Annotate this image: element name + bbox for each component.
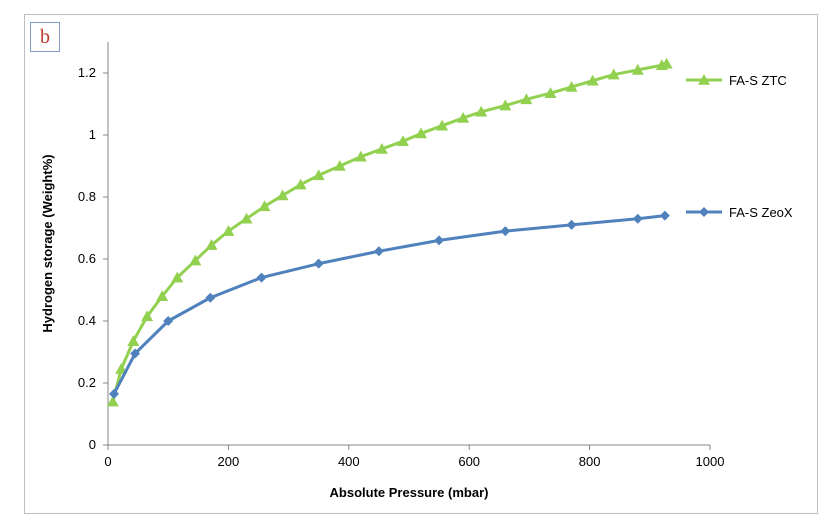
data-point-fa-s-ztc bbox=[222, 225, 235, 236]
data-point-fa-s-zeox bbox=[434, 235, 445, 246]
series-fa-s-zeox bbox=[109, 210, 670, 399]
legend-marker bbox=[699, 207, 709, 217]
series-fa-s-ztc bbox=[106, 57, 673, 407]
data-point-fa-s-zeox bbox=[163, 316, 174, 326]
data-point-fa-s-ztc bbox=[205, 239, 218, 250]
legend-label: FA-S ZeoX bbox=[729, 205, 793, 220]
data-point-fa-s-zeox bbox=[109, 388, 120, 399]
data-point-fa-s-zeox bbox=[256, 272, 267, 283]
data-point-fa-s-ztc bbox=[607, 68, 620, 80]
y-tick-label: 0.6 bbox=[78, 251, 96, 266]
y-tick-label: 0.4 bbox=[78, 313, 96, 328]
y-tick-label: 0.8 bbox=[78, 189, 96, 204]
data-point-fa-s-ztc bbox=[631, 63, 644, 75]
data-point-fa-s-ztc bbox=[141, 310, 154, 322]
legend-entry-fa-s-zeox: FA-S ZeoX bbox=[686, 205, 793, 220]
data-point-fa-s-ztc bbox=[396, 135, 409, 146]
data-point-fa-s-ztc bbox=[156, 290, 169, 301]
data-point-fa-s-ztc bbox=[436, 119, 449, 131]
data-point-fa-s-ztc bbox=[276, 189, 289, 201]
data-point-fa-s-ztc bbox=[106, 395, 119, 407]
y-tick-label: 0.2 bbox=[78, 375, 96, 390]
data-point-fa-s-ztc bbox=[189, 254, 202, 266]
legend-entry-fa-s-ztc: FA-S ZTC bbox=[686, 73, 787, 88]
legend-label: FA-S ZTC bbox=[729, 73, 787, 88]
data-point-fa-s-ztc bbox=[294, 178, 307, 190]
data-point-fa-s-ztc bbox=[354, 150, 367, 162]
x-tick-label: 1000 bbox=[696, 454, 725, 469]
y-tick-label: 1.2 bbox=[78, 65, 96, 80]
series-line-fa-s-zeox bbox=[112, 214, 666, 395]
data-point-fa-s-ztc bbox=[127, 335, 140, 346]
y-tick-label: 1 bbox=[89, 127, 96, 142]
data-point-fa-s-zeox bbox=[566, 219, 577, 230]
data-point-fa-s-ztc bbox=[375, 142, 388, 154]
x-axis-title: Absolute Pressure (mbar) bbox=[330, 485, 489, 500]
data-point-fa-s-ztc bbox=[475, 105, 488, 117]
legend-marker bbox=[698, 74, 710, 85]
data-point-fa-s-ztc bbox=[586, 74, 599, 86]
data-point-fa-s-zeox bbox=[659, 210, 670, 221]
data-point-fa-s-ztc bbox=[565, 80, 578, 92]
data-point-fa-s-ztc bbox=[258, 200, 271, 212]
data-point-fa-s-ztc bbox=[312, 169, 325, 181]
data-point-fa-s-zeox bbox=[373, 246, 384, 257]
y-tick-label: 0 bbox=[89, 437, 96, 452]
data-point-fa-s-ztc bbox=[240, 212, 253, 224]
x-tick-label: 600 bbox=[458, 454, 480, 469]
data-point-fa-s-zeox bbox=[632, 213, 643, 224]
axes: 0 0.2 0.4 0.6 0.8 1 1.2 0 200 400 600 800 1000 bbox=[78, 42, 725, 469]
data-point-fa-s-zeox bbox=[205, 292, 216, 303]
data-point-fa-s-ztc bbox=[544, 87, 557, 98]
data-point-fa-s-ztc bbox=[333, 160, 346, 171]
x-tick-label: 800 bbox=[579, 454, 601, 469]
data-point-fa-s-ztc bbox=[171, 271, 184, 283]
data-point-fa-s-ztc bbox=[499, 99, 512, 111]
x-tick-label: 400 bbox=[338, 454, 360, 469]
x-tick-label: 200 bbox=[218, 454, 240, 469]
data-point-fa-s-ztc bbox=[520, 93, 533, 105]
data-point-fa-s-ztc bbox=[457, 111, 470, 123]
chart-frame bbox=[24, 14, 818, 514]
panel-label: b bbox=[30, 22, 60, 52]
data-point-fa-s-zeox bbox=[500, 226, 511, 237]
data-point-fa-s-ztc bbox=[415, 127, 428, 139]
series-line-fa-s-ztc bbox=[111, 62, 668, 402]
data-point-fa-s-ztc bbox=[660, 57, 673, 69]
legend: FA-S ZTC FA-S ZeoX bbox=[686, 73, 793, 220]
y-axis-title: Hydrogen storage (Weight%) bbox=[40, 154, 55, 332]
series-layer bbox=[106, 57, 673, 407]
data-point-fa-s-zeox bbox=[313, 258, 324, 269]
data-point-fa-s-zeox bbox=[130, 348, 141, 359]
x-tick-label: 0 bbox=[104, 454, 111, 469]
